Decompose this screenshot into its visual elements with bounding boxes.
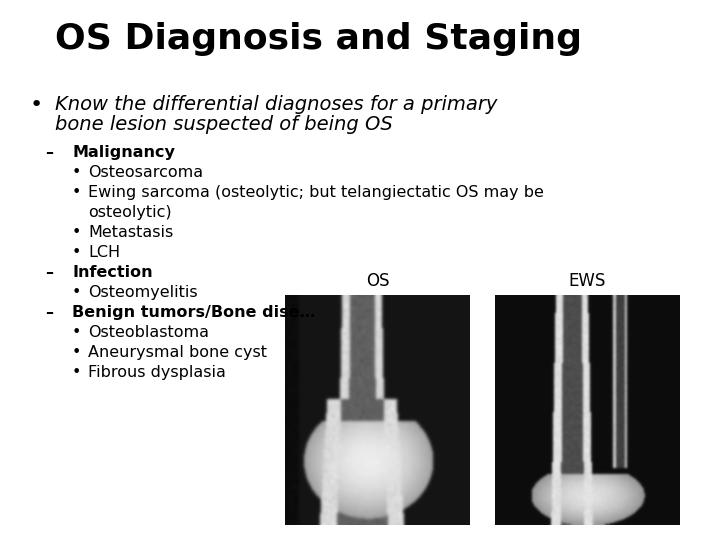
Text: osteolytic): osteolytic) [88, 205, 171, 220]
Text: •: • [72, 365, 81, 380]
Text: •: • [72, 225, 81, 240]
Text: EWS: EWS [569, 272, 606, 290]
Text: Malignancy: Malignancy [72, 145, 175, 160]
Text: OS: OS [366, 272, 390, 290]
Text: •: • [72, 345, 81, 360]
Text: Know the differential diagnoses for a primary: Know the differential diagnoses for a pr… [55, 95, 498, 114]
Text: •: • [72, 325, 81, 340]
Text: •: • [72, 245, 81, 260]
Text: –: – [45, 145, 53, 160]
Text: •: • [72, 285, 81, 300]
Text: Osteosarcoma: Osteosarcoma [88, 165, 203, 180]
Text: bone lesion suspected of being OS: bone lesion suspected of being OS [55, 115, 392, 134]
Text: Osteomyelitis: Osteomyelitis [88, 285, 197, 300]
Text: Aneurysmal bone cyst: Aneurysmal bone cyst [88, 345, 267, 360]
Text: •: • [72, 185, 81, 200]
Text: Ewing sarcoma (osteolytic; but telangiectatic OS may be: Ewing sarcoma (osteolytic; but telangiec… [88, 185, 544, 200]
Text: •: • [72, 165, 81, 180]
Text: Infection: Infection [72, 265, 153, 280]
Text: Benign tumors/Bone dise…: Benign tumors/Bone dise… [72, 305, 315, 320]
Text: –: – [45, 305, 53, 320]
Text: Metastasis: Metastasis [88, 225, 174, 240]
Text: –: – [45, 265, 53, 280]
Text: Fibrous dysplasia: Fibrous dysplasia [88, 365, 226, 380]
Text: OS Diagnosis and Staging: OS Diagnosis and Staging [55, 22, 582, 56]
Text: LCH: LCH [88, 245, 120, 260]
Text: •: • [30, 95, 43, 115]
Text: Osteoblastoma: Osteoblastoma [88, 325, 209, 340]
